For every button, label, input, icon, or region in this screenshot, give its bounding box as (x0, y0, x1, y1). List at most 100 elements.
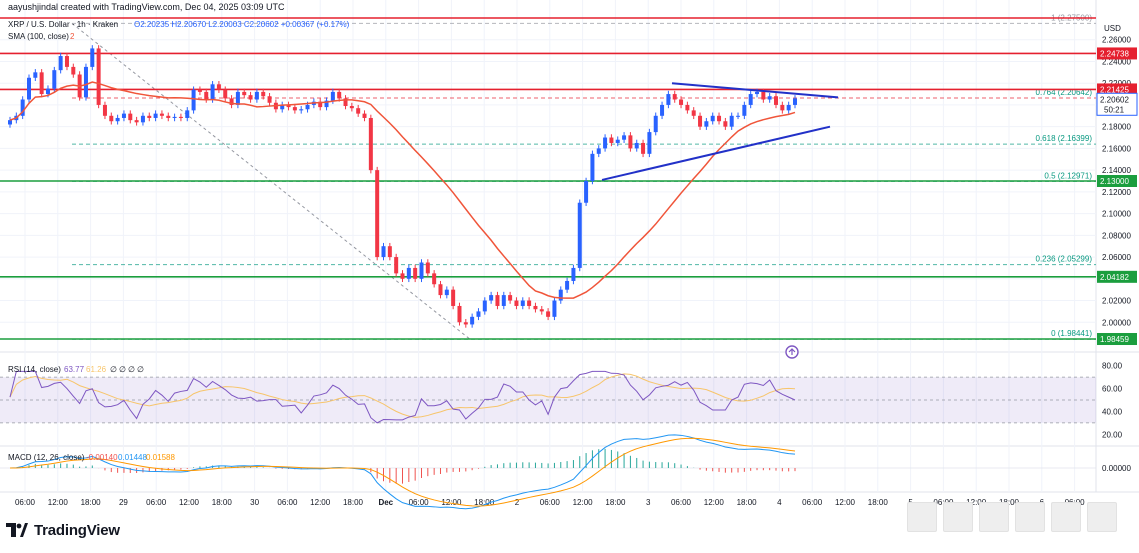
candle-body (128, 113, 133, 121)
legend-symbol[interactable]: XRP / U.S. Dollar · 1h · Kraken (8, 20, 118, 29)
sma-line (9, 81, 796, 299)
x-tick-label: 18:00 (343, 498, 364, 507)
candle-body (634, 142, 639, 149)
candle-body (292, 107, 297, 111)
rsi-y-tick: 20.00 (1102, 430, 1123, 439)
candle-body (216, 84, 221, 90)
candle-body (584, 181, 589, 203)
fib-level-label: 0.5 (2.12971) (1044, 171, 1092, 180)
candle-body (786, 104, 791, 111)
price-tag-support-bg (1097, 175, 1137, 187)
tradingview-logo-text: TradingView (34, 521, 120, 539)
x-tick-label: 06:00 (146, 498, 167, 507)
candle-body (394, 257, 399, 274)
macd-line (9, 434, 796, 510)
candle-body (622, 135, 627, 140)
candle-body (52, 70, 57, 89)
x-tick-label: 12:00 (966, 498, 987, 507)
candle-body (438, 284, 443, 296)
candle-body (153, 113, 158, 118)
watermark-block (1051, 502, 1081, 532)
candle-body (546, 311, 551, 317)
tradingview-logo[interactable]: TradingView (6, 518, 120, 542)
candle-body (742, 104, 747, 116)
candle-body (736, 115, 741, 117)
candle-body (71, 66, 76, 75)
rsi-y-tick: 60.00 (1102, 385, 1123, 394)
candle-body (628, 135, 633, 149)
candle-body (444, 289, 449, 296)
candle-body (558, 289, 563, 301)
price-tag-support-bg (1097, 270, 1137, 283)
y-tick-label: 2.00000 (1102, 318, 1131, 327)
candle-body (609, 137, 614, 143)
x-tick-label: 12:00 (48, 498, 69, 507)
candle-body (368, 117, 373, 171)
candle-body (672, 94, 677, 100)
x-tick-label: 12:00 (310, 498, 331, 507)
candle-body (767, 96, 772, 100)
fib-level-label: 0.764 (2.20642) (1036, 88, 1093, 97)
candle-body (400, 273, 405, 279)
price-tag-support: 1.98459 (1100, 335, 1129, 344)
price-tag-support: 2.13000 (1100, 177, 1129, 186)
y-tick-label: 2.10000 (1102, 210, 1131, 219)
legend-ohlc: O2.20235 H2.20670 L2.20003 C2.20602 +0.0… (134, 20, 350, 29)
rsi-title[interactable]: RSI (14, close) (8, 365, 61, 374)
candle-body (761, 91, 766, 100)
y-tick-label: 2.08000 (1102, 231, 1131, 240)
watermark-block (979, 502, 1009, 532)
rsi-line (9, 370, 796, 424)
candle-body (704, 121, 709, 127)
candle-body (197, 89, 202, 92)
fib-level-label: 0.618 (2.16399) (1036, 134, 1093, 143)
candle-body (527, 300, 532, 306)
candle-body (406, 267, 411, 279)
candle-body (204, 91, 209, 100)
candle-body (565, 280, 570, 290)
price-tag-resistance-bg (1097, 47, 1137, 60)
price-tag-support: 2.04182 (1100, 273, 1129, 282)
candle-body (729, 115, 734, 127)
candle-body (710, 115, 715, 122)
candle-body (520, 300, 525, 306)
candle-body (242, 91, 247, 96)
candle-body (552, 300, 557, 317)
author-line: aayushjindal created with TradingView.co… (8, 2, 285, 12)
x-tick-label: 06:00 (802, 498, 823, 507)
macd-value: 0.01448 (118, 453, 147, 462)
x-tick-label: 18:00 (605, 498, 626, 507)
candle-body (501, 295, 506, 306)
replay-icon-glyph (788, 348, 796, 355)
candle-body (774, 96, 779, 105)
last-price-tag: 2.20602 (1100, 95, 1129, 104)
candle-body (90, 48, 95, 67)
candle-body (755, 91, 760, 95)
candle-body (723, 121, 728, 127)
macd-title[interactable]: MACD (12, 26, close) (8, 453, 85, 462)
candle-body (223, 89, 228, 99)
candle-body (96, 48, 101, 105)
candle-body (330, 91, 335, 101)
candle-body (8, 120, 12, 125)
rsi-value: 63.77 (64, 365, 85, 374)
candle-body (647, 132, 652, 154)
candle-body (254, 91, 259, 100)
candle-body (685, 104, 690, 111)
watermark (907, 502, 1117, 532)
candle-body (603, 137, 608, 149)
x-tick-label: 12:00 (179, 498, 200, 507)
candle-body (748, 94, 753, 105)
watermark-block (1015, 502, 1045, 532)
candle-body (83, 66, 88, 98)
candle-body (571, 267, 576, 281)
y-tick-label: 2.02000 (1102, 297, 1131, 306)
candle-body (324, 100, 329, 108)
watermark-block (907, 502, 937, 532)
legend-sma[interactable]: SMA (100, close) (8, 32, 69, 41)
y-tick-label: 2.18000 (1102, 123, 1131, 132)
x-tick-label: 06:00 (540, 498, 561, 507)
